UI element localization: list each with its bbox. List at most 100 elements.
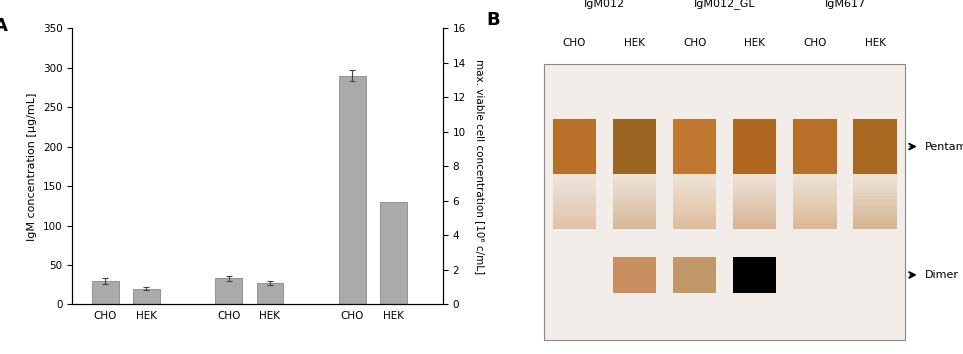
Bar: [794, 227, 837, 229]
Bar: [733, 224, 776, 227]
Bar: [553, 199, 596, 202]
Bar: [673, 210, 716, 213]
Bar: [553, 205, 596, 207]
Bar: [853, 207, 897, 210]
Bar: [612, 202, 656, 205]
Bar: [853, 210, 897, 213]
Bar: [673, 199, 716, 202]
Bar: [553, 182, 596, 185]
Bar: [612, 227, 656, 229]
Bar: [733, 205, 776, 207]
Bar: [853, 218, 897, 221]
Text: HEK: HEK: [744, 38, 766, 48]
Text: Pentamer: Pentamer: [924, 142, 963, 152]
Bar: [733, 191, 776, 194]
Text: A: A: [0, 17, 9, 35]
Bar: [612, 210, 656, 213]
Bar: [853, 205, 897, 207]
Bar: [673, 185, 716, 188]
Text: IgM012_GL: IgM012_GL: [694, 0, 755, 9]
Bar: [612, 257, 656, 293]
Bar: [794, 199, 837, 202]
Bar: [612, 205, 656, 207]
Bar: [733, 213, 776, 216]
Bar: [853, 174, 897, 177]
Bar: [794, 210, 837, 213]
Bar: [794, 182, 837, 185]
Bar: [853, 213, 897, 216]
Text: HEK: HEK: [624, 38, 645, 48]
Bar: [794, 202, 837, 205]
Bar: [794, 194, 837, 196]
Bar: [794, 205, 837, 207]
Bar: [553, 202, 596, 205]
Bar: [733, 174, 776, 177]
Bar: [794, 213, 837, 216]
Bar: [612, 182, 656, 185]
Bar: [553, 174, 596, 177]
Bar: [853, 119, 897, 174]
Bar: [733, 210, 776, 213]
Bar: [612, 207, 656, 210]
Bar: [553, 210, 596, 213]
Bar: [553, 216, 596, 218]
Bar: [612, 188, 656, 191]
Bar: [553, 221, 596, 224]
Bar: [733, 218, 776, 221]
Bar: [733, 216, 776, 218]
Y-axis label: IgM concentration [µg/mL]: IgM concentration [µg/mL]: [27, 92, 38, 241]
Bar: [673, 177, 716, 180]
Bar: [853, 180, 897, 182]
Bar: [673, 224, 716, 227]
Bar: [612, 196, 656, 199]
Bar: [553, 194, 596, 196]
Bar: [794, 180, 837, 182]
Text: IgM012: IgM012: [584, 0, 625, 9]
Bar: [794, 196, 837, 199]
Bar: [612, 224, 656, 227]
Bar: [794, 177, 837, 180]
Bar: [794, 191, 837, 194]
Bar: [553, 213, 596, 216]
Bar: [733, 119, 776, 174]
Bar: [853, 199, 897, 202]
Bar: [673, 202, 716, 205]
Bar: [733, 221, 776, 224]
Bar: [794, 218, 837, 221]
Bar: [612, 180, 656, 182]
Bar: [673, 221, 716, 224]
Bar: [673, 207, 716, 210]
Bar: [733, 194, 776, 196]
Y-axis label: max. viable cell concentration [10⁶ c/mL]: max. viable cell concentration [10⁶ c/mL…: [476, 59, 485, 274]
Bar: [553, 119, 596, 174]
Bar: [853, 188, 897, 191]
Bar: [612, 199, 656, 202]
Bar: [339, 76, 366, 304]
Bar: [853, 224, 897, 227]
Bar: [612, 191, 656, 194]
Bar: [673, 205, 716, 207]
Bar: [853, 185, 897, 188]
Bar: [794, 221, 837, 224]
Bar: [853, 202, 897, 205]
Bar: [853, 196, 897, 199]
Bar: [673, 216, 716, 218]
Bar: [733, 188, 776, 191]
Bar: [794, 207, 837, 210]
Bar: [733, 202, 776, 205]
Text: HEK: HEK: [865, 38, 886, 48]
Bar: [673, 227, 716, 229]
Bar: [544, 64, 905, 340]
Bar: [853, 191, 897, 194]
Bar: [733, 207, 776, 210]
Bar: [553, 185, 596, 188]
Bar: [553, 218, 596, 221]
Bar: [553, 224, 596, 227]
Bar: [612, 177, 656, 180]
Bar: [553, 207, 596, 210]
Text: B: B: [486, 11, 500, 29]
Bar: [612, 213, 656, 216]
Bar: [553, 196, 596, 199]
Bar: [733, 182, 776, 185]
Bar: [553, 180, 596, 182]
